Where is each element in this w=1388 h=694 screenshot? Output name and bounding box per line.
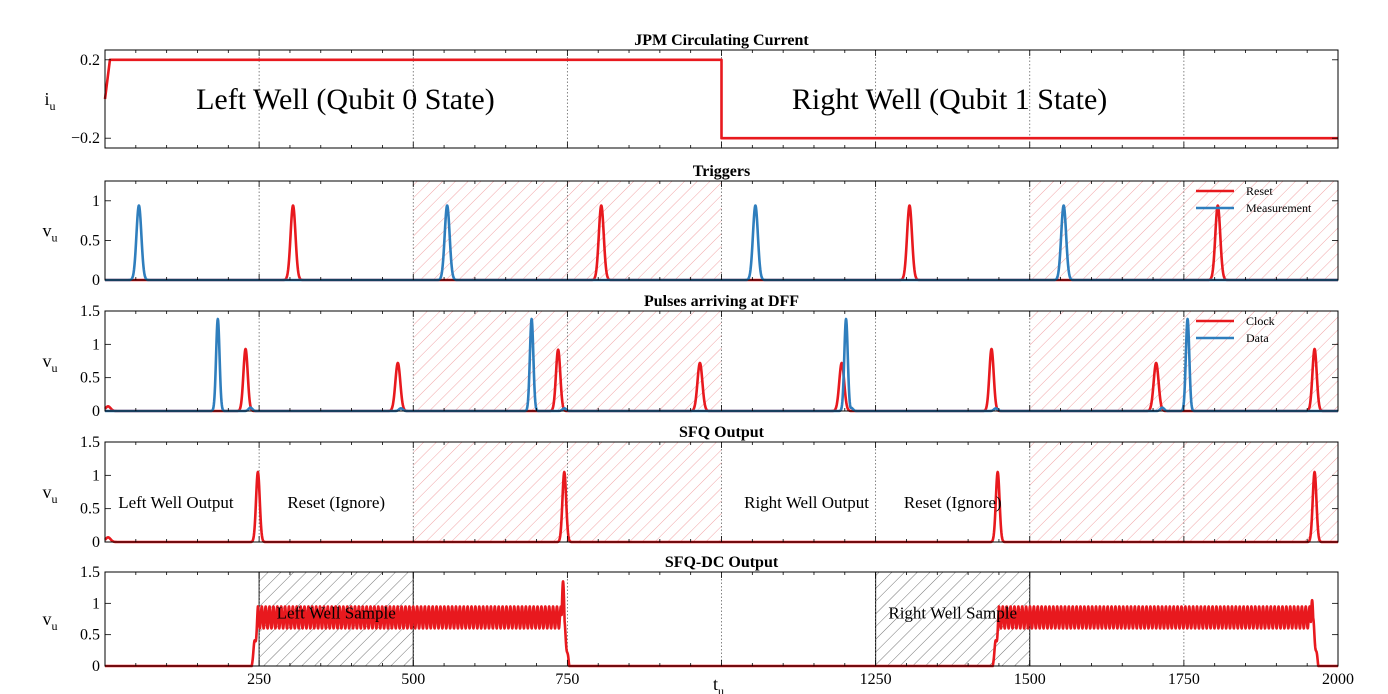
sfq-ytick-label: 0.5 <box>80 501 100 518</box>
sfq-annotation-1: Reset (Ignore) <box>287 493 385 512</box>
sfqdc-ylabel: vu <box>43 609 58 633</box>
xtick-label: 1750 <box>1168 671 1200 688</box>
triggers-ytick-label: 0.5 <box>80 232 100 249</box>
dff-ytick-label: 1 <box>92 336 100 353</box>
xtick-label: 1500 <box>1014 671 1046 688</box>
triggers-title: Triggers <box>693 163 750 180</box>
xtick-label: 2000 <box>1322 671 1354 688</box>
dff-legend-label-0: Clock <box>1246 314 1275 328</box>
sfqdc-ytick-label: 1.5 <box>80 564 100 581</box>
xtick-label: 500 <box>401 671 425 688</box>
frame-layer <box>104 49 1339 667</box>
dff-ytick-label: 0 <box>92 403 100 420</box>
background-layer <box>258 181 1338 667</box>
sfq-annotation-0: Left Well Output <box>118 493 234 512</box>
dff-legend-label-1: Data <box>1246 331 1269 345</box>
xtick-label: 250 <box>247 671 271 688</box>
text-layer: 0.2 −0.2 JPM Circulating Current iu Left Wel… <box>43 32 1355 694</box>
dff-ytick-label: 0.5 <box>80 370 100 387</box>
sfqdc-ytick-label: 1 <box>92 595 100 612</box>
xtick-label: 750 <box>555 671 579 688</box>
sfq-title: SFQ Output <box>679 424 765 441</box>
sfqdc-ytick-label: 0 <box>92 658 100 675</box>
sfq-annotation-2: Right Well Output <box>744 493 869 512</box>
sfq-annotation-3: Reset (Ignore) <box>904 493 1002 512</box>
triggers-legend-label-1: Measurement <box>1246 201 1312 215</box>
sfqdc-annotation-1: Right Well Sample <box>888 604 1017 623</box>
jpm-series-line-0 <box>103 58 1338 140</box>
sfqdc-annotation-0: Left Well Sample <box>277 604 396 623</box>
jpm-ytick-label: 0.2 <box>80 52 100 69</box>
sfq-ytick-label: 1.5 <box>80 434 100 451</box>
x-axis-label: tu <box>713 674 724 694</box>
sfq-ytick-label: 1 <box>92 467 100 484</box>
triggers-legend-label-0: Reset <box>1246 184 1273 198</box>
jpm-title: JPM Circulating Current <box>634 32 809 49</box>
triggers-ytick-label: 1 <box>92 193 100 210</box>
triggers-ylabel: vu <box>43 221 58 245</box>
jpm-ylabel: iu <box>44 89 55 113</box>
sfq-ytick-label: 0 <box>92 534 100 551</box>
jpm-ytick-label: −0.2 <box>71 130 100 147</box>
dff-title: Pulses arriving at DFF <box>644 293 799 310</box>
dff-ylabel: vu <box>43 351 58 375</box>
triggers-ytick-label: 0 <box>92 272 100 289</box>
jpm-annotation-1: Right Well (Qubit 1 State) <box>792 83 1107 116</box>
jpm-annotation-0: Left Well (Qubit 0 State) <box>196 83 495 116</box>
dff-ytick-label: 1.5 <box>80 303 100 320</box>
sfq-ylabel: vu <box>43 482 58 506</box>
xtick-label: 1250 <box>860 671 892 688</box>
sfqdc-ytick-label: 0.5 <box>80 627 100 644</box>
sfqdc-title: SFQ-DC Output <box>665 554 779 571</box>
